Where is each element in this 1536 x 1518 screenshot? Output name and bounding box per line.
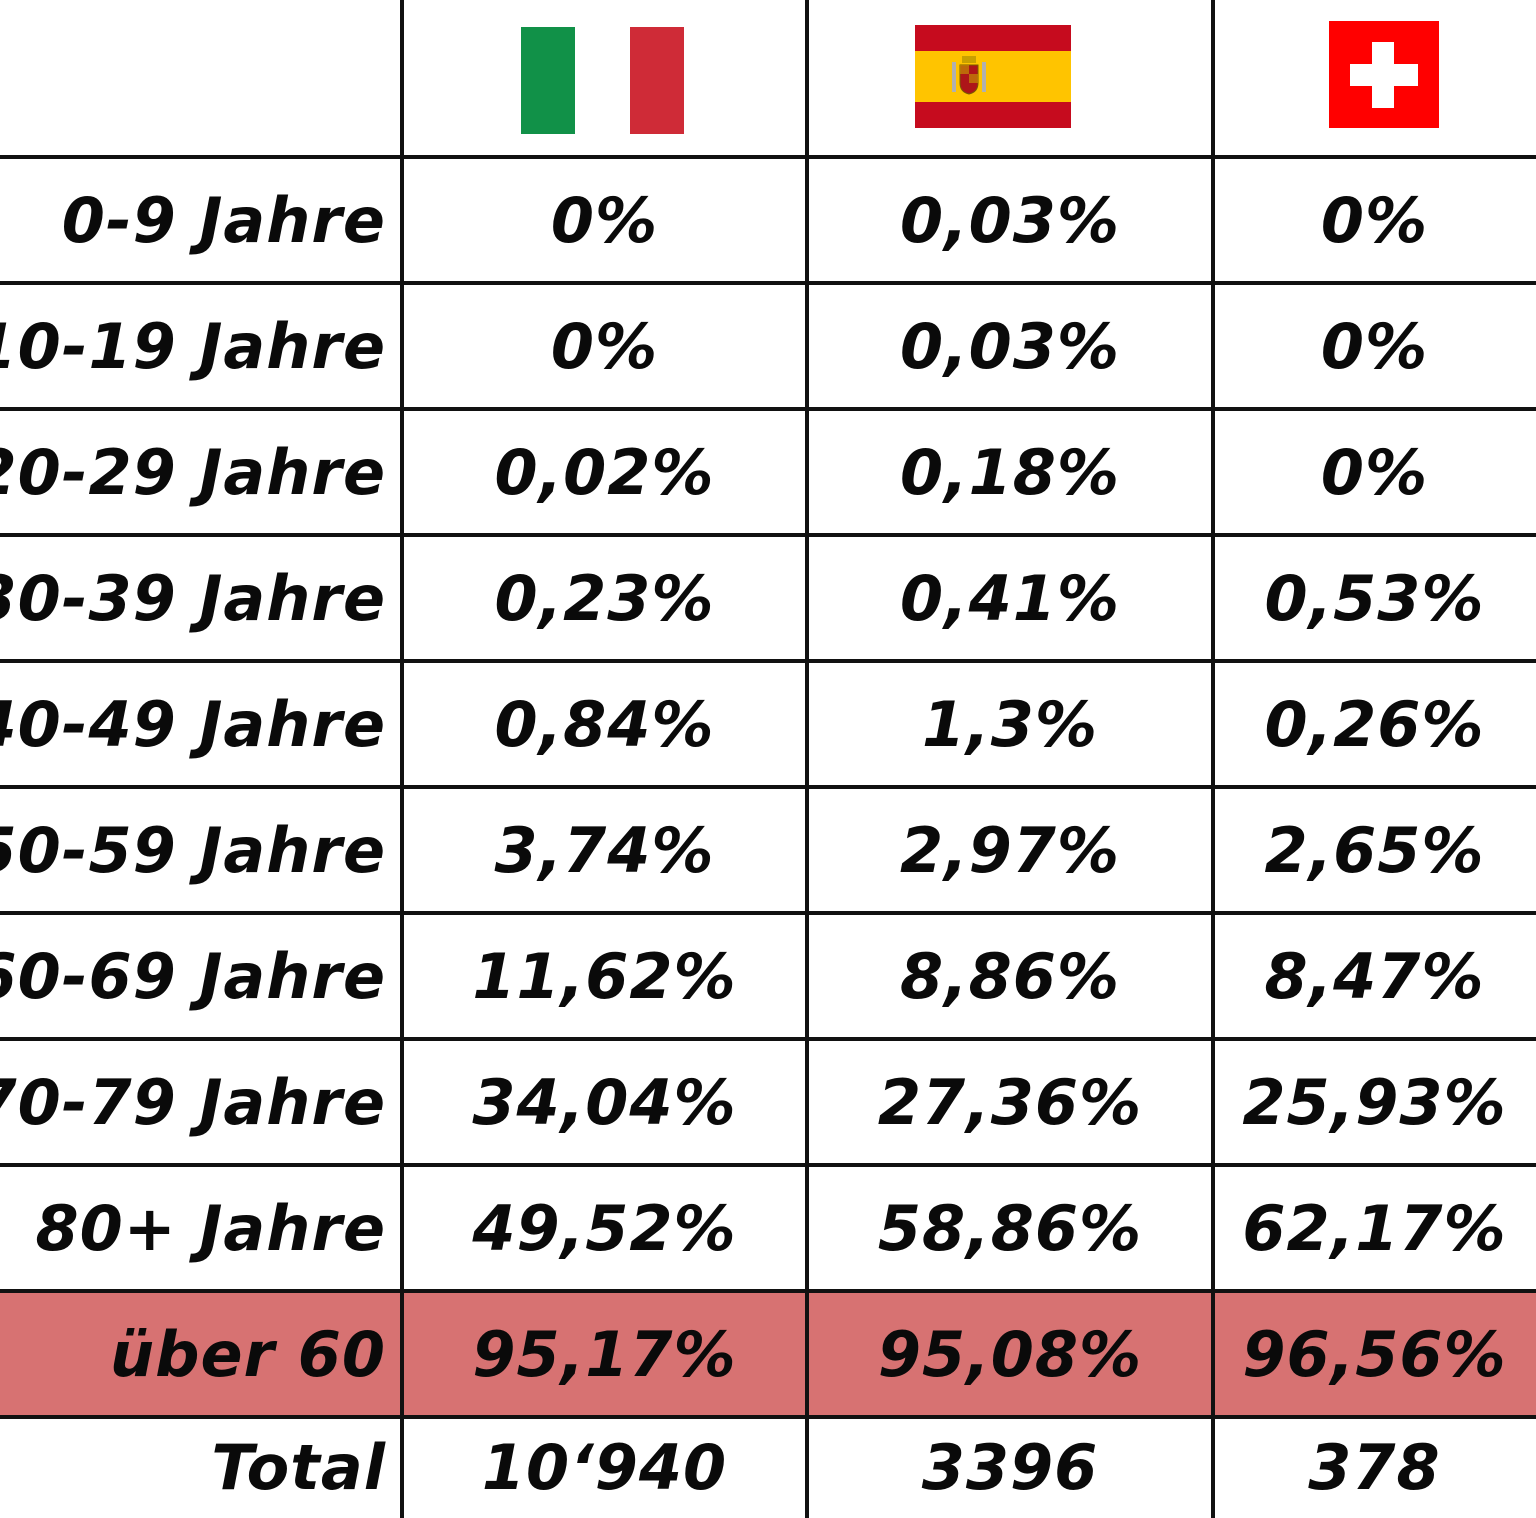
table-cell: 3396 bbox=[921, 1431, 1099, 1504]
table-cell: 0% bbox=[550, 183, 659, 257]
table-cell: 27,36% bbox=[877, 1065, 1143, 1139]
table-cell: 0,03% bbox=[899, 183, 1121, 257]
table-cell: 1,3% bbox=[922, 687, 1098, 761]
table-cell: 96,56% bbox=[1242, 1317, 1507, 1391]
row-label: 30-39 Jahre bbox=[0, 561, 386, 635]
table-cell: 8,47% bbox=[1264, 939, 1485, 1013]
column-divider bbox=[400, 0, 404, 1518]
highlight-row-band bbox=[0, 1291, 1536, 1417]
italy-flag-icon bbox=[521, 27, 684, 134]
table-cell: 2,97% bbox=[899, 813, 1121, 887]
switzerland-flag-icon bbox=[1329, 21, 1439, 128]
row-label: 80+ Jahre bbox=[35, 1191, 386, 1265]
table-cell: 0,26% bbox=[1264, 687, 1485, 761]
table-cell: 95,08% bbox=[877, 1317, 1143, 1391]
table-cell: 0% bbox=[1320, 183, 1429, 257]
row-label: 20-29 Jahre bbox=[0, 435, 386, 509]
table-cell: 11,62% bbox=[472, 939, 737, 1013]
table-cell: 0,41% bbox=[899, 561, 1121, 635]
row-divider bbox=[0, 785, 1536, 789]
table-cell: 378 bbox=[1308, 1431, 1441, 1504]
table-cell: 2,65% bbox=[1264, 813, 1485, 887]
table-cell: 62,17% bbox=[1242, 1191, 1507, 1265]
table-cell: 49,52% bbox=[472, 1191, 737, 1265]
row-label: 50-59 Jahre bbox=[0, 813, 386, 887]
row-divider bbox=[0, 407, 1536, 411]
table-cell: 0,84% bbox=[494, 687, 715, 761]
row-divider bbox=[0, 1037, 1536, 1041]
table-cell: 0,23% bbox=[494, 561, 715, 635]
column-divider bbox=[805, 0, 809, 1518]
row-divider bbox=[0, 533, 1536, 537]
table-cell: 58,86% bbox=[877, 1191, 1143, 1265]
table-cell: 10‘940 bbox=[481, 1431, 728, 1504]
row-divider bbox=[0, 1163, 1536, 1167]
table-cell: 34,04% bbox=[472, 1065, 737, 1139]
row-label: 40-49 Jahre bbox=[0, 687, 386, 761]
table-cell: 95,17% bbox=[472, 1317, 737, 1391]
spain-flag-icon bbox=[915, 25, 1071, 128]
row-label: 10-19 Jahre bbox=[0, 309, 386, 383]
row-divider bbox=[0, 1289, 1536, 1293]
table-cell: 0,02% bbox=[494, 435, 715, 509]
table-cell: 8,86% bbox=[899, 939, 1121, 1013]
row-label: 0-9 Jahre bbox=[61, 183, 386, 257]
row-label: Total bbox=[211, 1431, 386, 1504]
table-cell: 0% bbox=[1320, 309, 1429, 383]
table-cell: 0% bbox=[550, 309, 659, 383]
column-divider bbox=[1211, 0, 1215, 1518]
table-cell: 0% bbox=[1320, 435, 1429, 509]
row-divider bbox=[0, 155, 1536, 159]
row-label: 60-69 Jahre bbox=[0, 939, 386, 1013]
table-cell: 25,93% bbox=[1242, 1065, 1507, 1139]
table-cell: 0,18% bbox=[899, 435, 1121, 509]
row-label: über 60 bbox=[109, 1317, 386, 1391]
row-divider bbox=[0, 281, 1536, 285]
table-cell: 3,74% bbox=[494, 813, 715, 887]
spain-coat-of-arms-icon bbox=[952, 56, 986, 95]
table-cell: 0,03% bbox=[899, 309, 1121, 383]
row-divider bbox=[0, 1415, 1536, 1419]
row-label: 70-79 Jahre bbox=[0, 1065, 386, 1139]
table-cell: 0,53% bbox=[1264, 561, 1485, 635]
row-divider bbox=[0, 911, 1536, 915]
row-divider bbox=[0, 659, 1536, 663]
